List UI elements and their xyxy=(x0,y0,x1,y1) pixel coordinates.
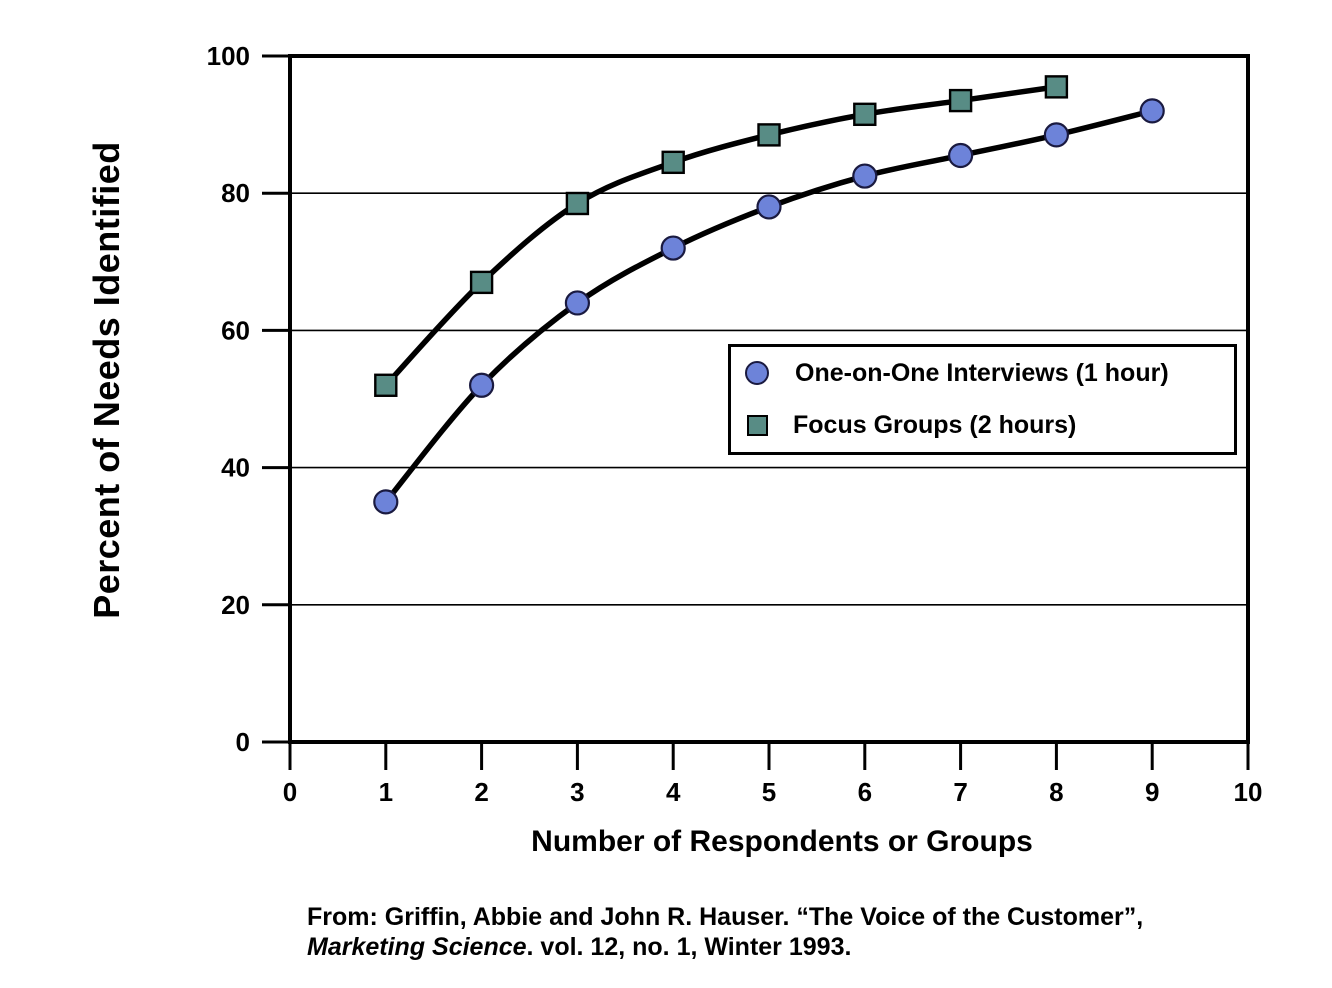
legend-item-focus-groups: Focus Groups (2 hours) xyxy=(745,400,1234,453)
svg-text:40: 40 xyxy=(221,453,250,483)
citation-issue-info: . vol. 12, no. 1, Winter 1993. xyxy=(526,933,852,961)
svg-text:9: 9 xyxy=(1145,777,1159,807)
y-axis-title: Percent of Needs Identified xyxy=(86,141,127,619)
citation-line-2: Marketing Science. vol. 12, no. 1, Winte… xyxy=(307,932,1143,962)
svg-text:5: 5 xyxy=(762,777,776,807)
svg-text:4: 4 xyxy=(666,777,681,807)
citation-line-1: From: Griffin, Abbie and John R. Hauser.… xyxy=(307,903,1144,931)
legend-label-focus-groups: Focus Groups (2 hours) xyxy=(793,411,1077,440)
legend-item-interviews: One-on-One Interviews (1 hour) xyxy=(745,347,1234,400)
svg-text:6: 6 xyxy=(858,777,872,807)
svg-text:2: 2 xyxy=(474,777,488,807)
legend-label-interviews: One-on-One Interviews (1 hour) xyxy=(795,358,1169,387)
legend: One-on-One Interviews (1 hour) Focus Gro… xyxy=(728,344,1237,455)
svg-text:3: 3 xyxy=(570,777,584,807)
source-citation: From: Griffin, Abbie and John R. Hauser.… xyxy=(307,902,1143,962)
svg-text:8: 8 xyxy=(1049,777,1063,807)
svg-text:0: 0 xyxy=(283,777,297,807)
circle-marker-icon xyxy=(745,361,769,386)
svg-text:80: 80 xyxy=(221,178,250,208)
svg-text:7: 7 xyxy=(953,777,967,807)
svg-text:0: 0 xyxy=(236,727,250,757)
svg-text:10: 10 xyxy=(1234,777,1263,807)
svg-text:100: 100 xyxy=(207,41,250,71)
x-axis-title: Number of Respondents or Groups xyxy=(531,825,1033,858)
svg-text:60: 60 xyxy=(221,315,250,345)
svg-text:20: 20 xyxy=(221,590,250,620)
citation-journal-name: Marketing Science xyxy=(307,933,527,961)
square-marker-icon xyxy=(747,415,768,437)
svg-text:1: 1 xyxy=(379,777,393,807)
